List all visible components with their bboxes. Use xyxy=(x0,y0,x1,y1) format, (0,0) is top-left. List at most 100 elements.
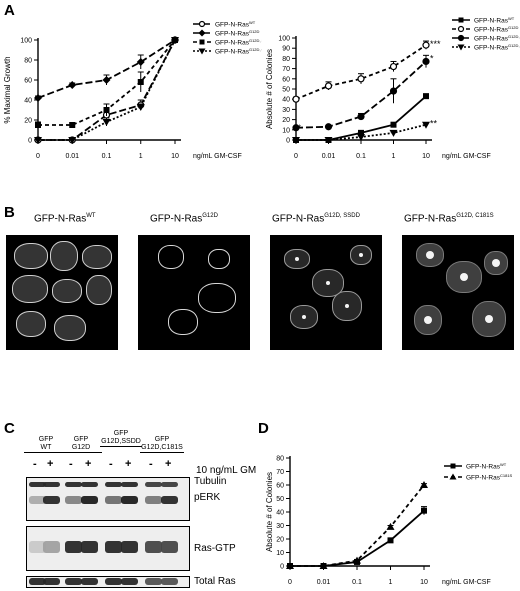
chart-a-left-xtick-label-2: 0.1 xyxy=(102,153,112,160)
chart-d-ytick-label-7: 70 xyxy=(276,469,284,476)
chart-a-left-point-3-1 xyxy=(68,137,77,144)
chart-d-xtick-label-2: 0.1 xyxy=(352,579,362,586)
blot-label-total-ras: Total Ras xyxy=(194,576,236,587)
ras-gtp-band-0 xyxy=(29,541,46,553)
chart-a-left-point-1-3 xyxy=(136,58,145,66)
cell-nucleus-2-4 xyxy=(359,253,363,257)
chart-d-ylabel: Absolute # of Colonies xyxy=(265,472,274,552)
cell-nucleus-2-0 xyxy=(295,257,299,261)
lane-sign-7: + xyxy=(165,458,172,470)
chart-a-right-ytick-label-9: 90 xyxy=(282,46,290,53)
lane-group-line-1-0: GFP xyxy=(73,436,89,443)
cell-0-6 xyxy=(16,311,46,337)
chart-a-left-ytick-label-5: 100 xyxy=(20,38,32,45)
lane-sign-2: - xyxy=(69,458,73,470)
lane-group-2: GFP G12D,SSDD xyxy=(100,430,142,447)
cell-nucleus-3-4 xyxy=(492,259,500,267)
chart-a-left-point-3-3 xyxy=(136,104,145,111)
tubulin-band-5 xyxy=(121,482,138,487)
chart-a-left-point-1-2 xyxy=(102,76,111,84)
chart-a-left-legend-marker-0 xyxy=(198,20,206,28)
chart-d-xlabel: ng/mL GM-CSF xyxy=(442,579,491,586)
chart-d-ytick-label-4: 40 xyxy=(276,510,284,517)
chart-d-point-1-3 xyxy=(386,522,395,530)
chart-d-ytick-label-0: 0 xyxy=(280,564,284,571)
chart-a-left-legend-marker-3 xyxy=(198,48,206,55)
chart-a-left-ytick-label-1: 20 xyxy=(24,118,32,125)
chart-a-left-point-1-0 xyxy=(34,94,42,102)
chart-a-right-point-1-3 xyxy=(389,62,398,71)
total-ras-band-4 xyxy=(105,578,122,585)
lane-group-line-3-1: G12D,C181S xyxy=(141,444,183,451)
micrograph-label-2: GFP-N-RasG12D, SSDD xyxy=(272,213,360,225)
chart-a-left-ylabel: % Maximal Growth xyxy=(3,56,12,123)
perk-band-6 xyxy=(145,496,162,504)
chart-a-right-annotation-2: * xyxy=(430,53,434,63)
chart-a-left-point-2-2 xyxy=(103,107,110,113)
chart-d-point-1-2 xyxy=(353,556,361,564)
cell-3-1 xyxy=(446,261,482,293)
cell-0-7 xyxy=(54,315,86,341)
chart-a-right-ytick-label-4: 40 xyxy=(282,97,290,104)
lane-group-line-0-1: WT xyxy=(40,444,52,451)
chart-a-right-point-3-3 xyxy=(389,129,398,137)
blot-ras-gtp xyxy=(26,526,190,571)
cell-3-4 xyxy=(484,251,508,275)
ras-gtp-band-5 xyxy=(121,541,138,553)
lane-group-line-1-1: G12D xyxy=(71,444,91,451)
cell-2-0 xyxy=(284,249,310,269)
perk-band-4 xyxy=(105,496,122,504)
chart-a-right-point-3-2 xyxy=(357,133,365,141)
tubulin-band-0 xyxy=(29,482,46,487)
tubulin-band-6 xyxy=(145,482,162,487)
chart-d-point-1-1 xyxy=(319,562,328,569)
chart-d-xtick-label-0: 0 xyxy=(288,579,292,586)
chart-d-point-0-4 xyxy=(421,507,427,514)
chart-a-right-point-3-1 xyxy=(324,137,333,144)
cell-0-3 xyxy=(12,275,48,303)
ras-gtp-band-2 xyxy=(65,541,82,553)
lane-group-line-3-0: GFP xyxy=(154,436,170,443)
chart-d-point-1-0 xyxy=(286,562,294,569)
chart-a-right-xlabel: ng/mL GM-CSF xyxy=(442,153,491,160)
chart-d-series-line-1 xyxy=(290,484,425,567)
chart-a-right-ytick-label-1: 10 xyxy=(282,127,290,134)
ras-gtp-band-6 xyxy=(145,541,162,553)
cell-2-4 xyxy=(350,245,372,265)
lane-sign-1: + xyxy=(47,458,54,470)
chart-a-right: 0 10 20 30 40 50 60 70 80 90 100 0 0.01 0.1 1 10 Absolut… xyxy=(265,16,520,160)
ras-gtp-band-4 xyxy=(105,541,122,553)
total-ras-band-6 xyxy=(145,578,162,585)
chart-a-left-xlabel: ng/mL GM-CSF xyxy=(193,153,242,160)
cell-1-3 xyxy=(208,249,230,269)
total-ras-band-7 xyxy=(161,578,178,585)
micrograph-2 xyxy=(270,235,382,350)
blot-label-perk: pERK xyxy=(194,492,221,503)
chart-a-left-xtick-label-1: 0.01 xyxy=(65,153,79,160)
cell-1-1 xyxy=(198,283,236,313)
chart-a-left-xtick-label-0: 0 xyxy=(36,153,40,160)
cell-0-1 xyxy=(50,241,78,271)
chart-a-left-point-3-0 xyxy=(34,137,42,144)
chart-a-left-ytick-label-4: 80 xyxy=(24,58,32,65)
chart-a-left-legend-label-1: GFP-N-RasG12D xyxy=(215,29,260,37)
total-ras-band-2 xyxy=(65,578,82,585)
chart-a-right-ytick-label-5: 50 xyxy=(282,87,290,94)
panel-letter-a: A xyxy=(4,2,15,19)
perk-band-0 xyxy=(29,496,46,504)
micrograph-label-0: GFP-N-RasWT xyxy=(34,213,96,225)
chart-d-point-1-4 xyxy=(420,481,428,488)
chart-a-left-point-3-4 xyxy=(171,37,179,44)
lane-group-line-0-0: GFP xyxy=(38,436,54,443)
cell-0-0 xyxy=(14,243,48,269)
tubulin-band-7 xyxy=(161,482,178,487)
chart-a-right-point-2-4 xyxy=(422,57,430,66)
chart-a-left: 0 20 40 60 80 100 0 0.01 0.1 1 10 % Maximal Growth n… xyxy=(3,20,262,160)
chart-a-right-point-1-0 xyxy=(292,95,300,103)
chart-a-right-series-line-1 xyxy=(295,44,427,101)
cell-nucleus-2-3 xyxy=(302,315,306,319)
chart-a-left-ytick-label-0: 0 xyxy=(28,138,32,145)
micrograph-label-1: GFP-N-RasG12D xyxy=(150,213,218,225)
perk-band-5 xyxy=(121,496,138,504)
